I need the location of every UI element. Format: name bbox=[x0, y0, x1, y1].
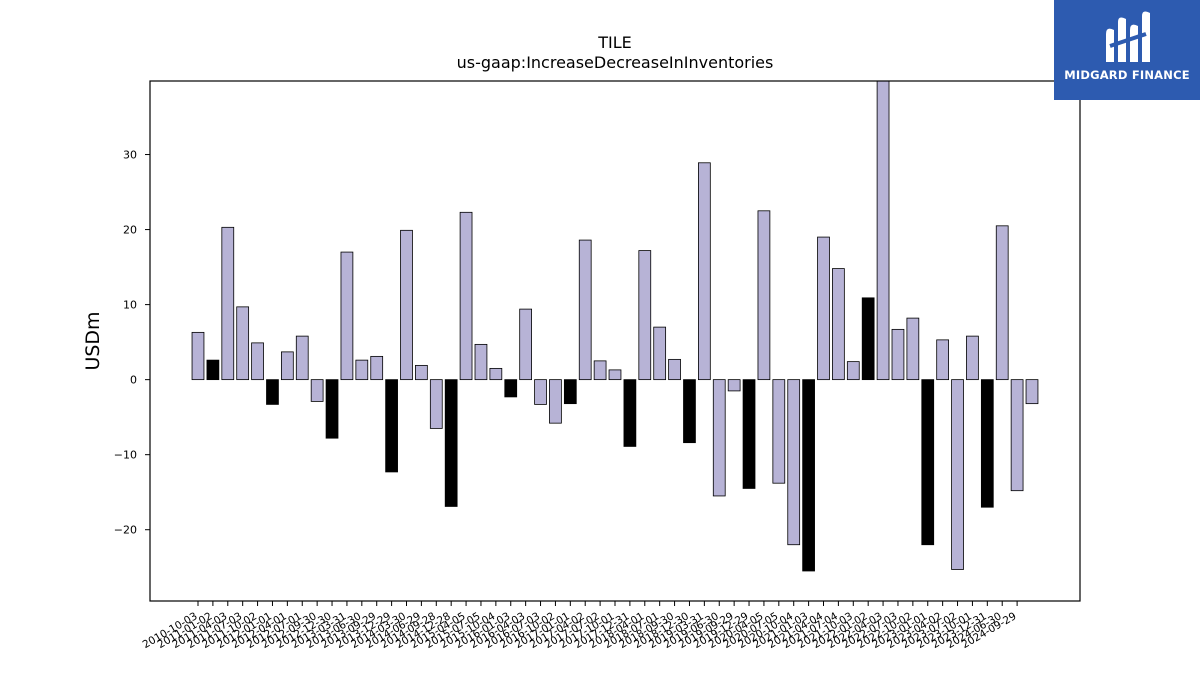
bar bbox=[980, 379, 994, 508]
chart-title: TILE bbox=[597, 33, 632, 52]
brand-name: MIDGARD FINANCE bbox=[1064, 68, 1190, 82]
bar bbox=[757, 210, 771, 381]
bar bbox=[251, 342, 264, 381]
bar bbox=[712, 379, 726, 497]
bar bbox=[280, 351, 294, 381]
bar bbox=[638, 250, 652, 381]
bar bbox=[236, 306, 250, 381]
chart-subtitle: us-gaap:IncreaseDecreaseInInventories bbox=[457, 53, 774, 72]
bar bbox=[593, 360, 607, 381]
y-tick-label: 0 bbox=[130, 374, 137, 387]
bar bbox=[385, 379, 398, 473]
bar bbox=[578, 239, 592, 381]
bar bbox=[549, 379, 562, 424]
bar bbox=[608, 369, 622, 381]
y-axis: −20 −10 0 10 20 30 bbox=[114, 149, 150, 537]
bar bbox=[832, 268, 845, 381]
bar bbox=[400, 229, 413, 381]
bar bbox=[370, 355, 384, 381]
x-axis: 2010-10-032011-01-022011-04-032011-07-03… bbox=[141, 601, 1019, 651]
plot-frame bbox=[149, 80, 1081, 602]
bar bbox=[876, 80, 890, 381]
bar bbox=[295, 335, 309, 381]
bar bbox=[504, 379, 518, 398]
y-tick-label: −20 bbox=[114, 524, 137, 537]
brand-logo: MIDGARD FINANCE bbox=[1054, 0, 1200, 100]
bar bbox=[802, 379, 815, 572]
bar bbox=[206, 359, 220, 381]
bar bbox=[519, 308, 533, 381]
y-tick-label: 10 bbox=[123, 299, 137, 312]
bar bbox=[698, 162, 711, 381]
bar bbox=[534, 379, 547, 405]
bar bbox=[846, 361, 860, 381]
y-tick-label: 20 bbox=[123, 224, 137, 237]
bar bbox=[355, 359, 369, 381]
bar bbox=[668, 358, 681, 381]
bar bbox=[817, 236, 830, 381]
bar bbox=[563, 379, 577, 405]
y-tick-label: −10 bbox=[114, 449, 137, 462]
bar bbox=[906, 317, 920, 381]
bar bbox=[266, 379, 279, 405]
mf-monogram-icon bbox=[1054, 0, 1200, 100]
bar bbox=[474, 343, 488, 381]
bar bbox=[623, 379, 637, 447]
bar bbox=[415, 364, 428, 381]
bar bbox=[861, 297, 875, 381]
bar bbox=[1025, 379, 1039, 405]
bar bbox=[742, 379, 756, 489]
y-axis-label: USDm bbox=[82, 311, 104, 370]
bar bbox=[325, 379, 339, 439]
bar bbox=[727, 379, 741, 392]
bar bbox=[429, 379, 443, 429]
bar bbox=[459, 211, 473, 381]
bar-series bbox=[191, 80, 1039, 572]
bar bbox=[891, 328, 905, 381]
bar bbox=[1010, 379, 1024, 492]
bar bbox=[444, 379, 458, 507]
bar bbox=[772, 379, 786, 484]
bar bbox=[787, 379, 801, 546]
y-tick-label: 30 bbox=[123, 149, 137, 162]
bar bbox=[995, 225, 1009, 381]
bar bbox=[340, 251, 354, 381]
bar bbox=[653, 326, 667, 381]
bar bbox=[966, 335, 979, 381]
bar bbox=[310, 379, 324, 402]
bar bbox=[191, 331, 205, 381]
bar bbox=[489, 367, 503, 381]
bar bbox=[221, 226, 235, 381]
bar bbox=[936, 339, 950, 381]
bar bbox=[921, 379, 935, 546]
bar bbox=[683, 379, 696, 444]
bar bbox=[951, 379, 964, 570]
